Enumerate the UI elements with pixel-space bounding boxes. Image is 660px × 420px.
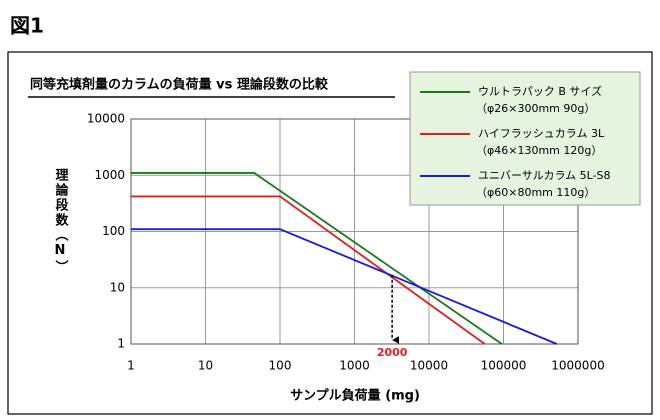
legend-detail: （φ46×130mm 120g）: [476, 144, 602, 157]
y-axis-label: 理論段数（N）: [53, 168, 70, 275]
legend-detail: （φ26×300mm 90g）: [476, 102, 595, 115]
x-tick-label: 10: [198, 359, 213, 373]
chart-title: 同等充填剤量のカラムの負荷量 vs 理論段数の比較: [30, 77, 329, 93]
annotation-label: 2000: [377, 346, 408, 359]
y-tick-label: 10: [110, 280, 125, 294]
y-tick-label: 1: [117, 337, 125, 351]
series-line: [131, 195, 486, 345]
x-tick-label: 100000: [481, 359, 527, 373]
x-tick-label: 100: [269, 359, 292, 373]
legend-box: [409, 71, 641, 206]
y-tick-label: 10000: [87, 112, 125, 126]
y-tick-label: 1000: [94, 168, 125, 182]
legend-label: ウルトラパック B サイズ: [478, 84, 602, 98]
legend-detail: （φ60×80mm 110g）: [476, 186, 595, 199]
x-tick-label: 10000: [410, 359, 448, 373]
series-line: [131, 228, 558, 345]
legend-label: ハイフラッシュカラム 3L: [478, 127, 605, 140]
plot-border: [130, 118, 579, 345]
x-tick-label: 1000: [339, 359, 370, 373]
y-tick-label: 100: [102, 224, 125, 238]
legend-label: ユニバーサルカラム 5L-S8: [478, 169, 611, 182]
figure-label: 図1: [10, 14, 44, 38]
x-tick-label: 1000000: [551, 359, 604, 373]
x-tick-label: 1: [127, 359, 135, 373]
frame: [7, 51, 653, 415]
x-axis-label: サンプル負荷量 (mg): [290, 388, 420, 404]
